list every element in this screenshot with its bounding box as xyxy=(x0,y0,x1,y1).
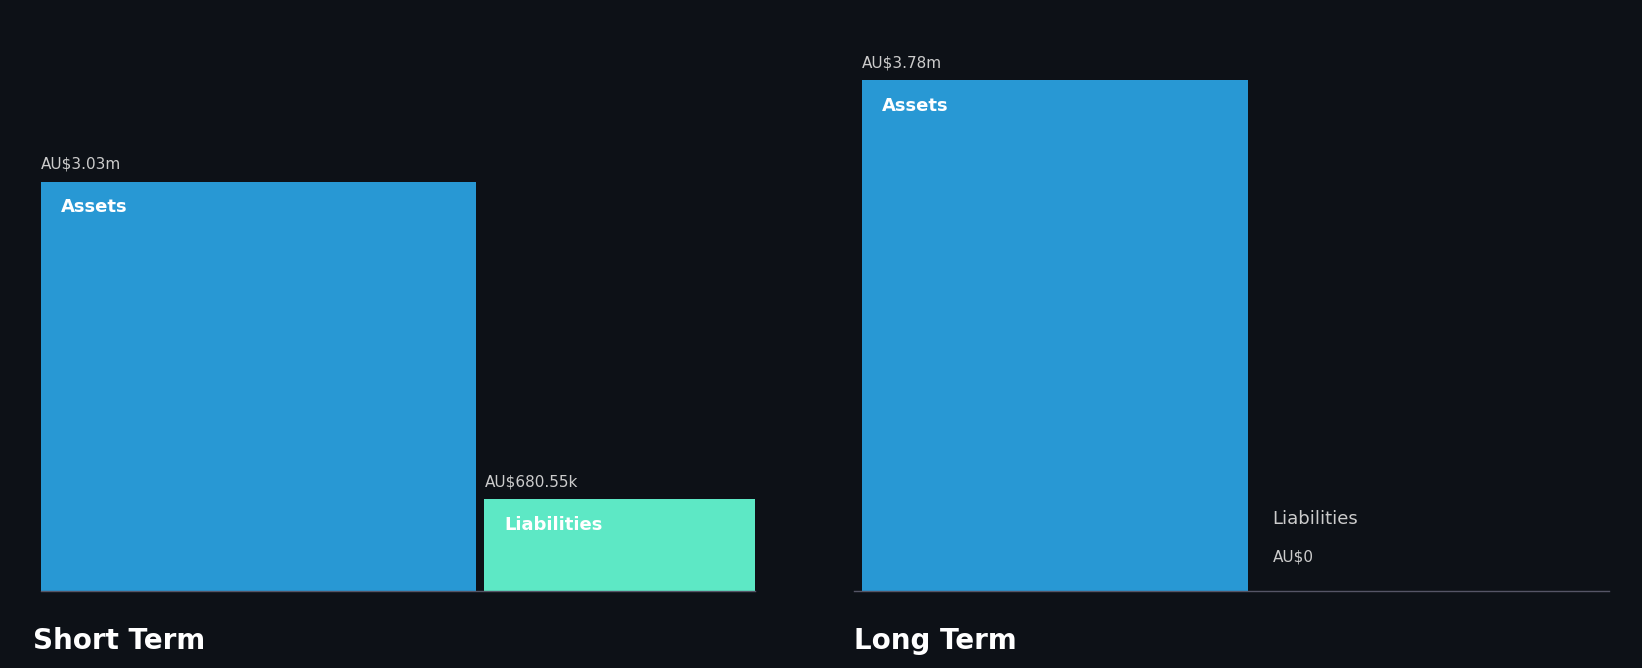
Bar xyxy=(484,499,755,591)
Text: AU$0: AU$0 xyxy=(1273,550,1314,564)
Text: Long Term: Long Term xyxy=(854,627,1016,655)
Text: AU$680.55k: AU$680.55k xyxy=(484,474,578,489)
Text: Liabilities: Liabilities xyxy=(504,516,603,534)
Bar xyxy=(862,80,1248,591)
Text: AU$3.78m: AU$3.78m xyxy=(862,55,943,70)
Bar xyxy=(41,182,476,591)
Text: Assets: Assets xyxy=(61,198,128,216)
Text: Assets: Assets xyxy=(882,97,949,115)
Text: Short Term: Short Term xyxy=(33,627,205,655)
Text: Liabilities: Liabilities xyxy=(1273,510,1358,528)
Text: AU$3.03m: AU$3.03m xyxy=(41,156,122,172)
